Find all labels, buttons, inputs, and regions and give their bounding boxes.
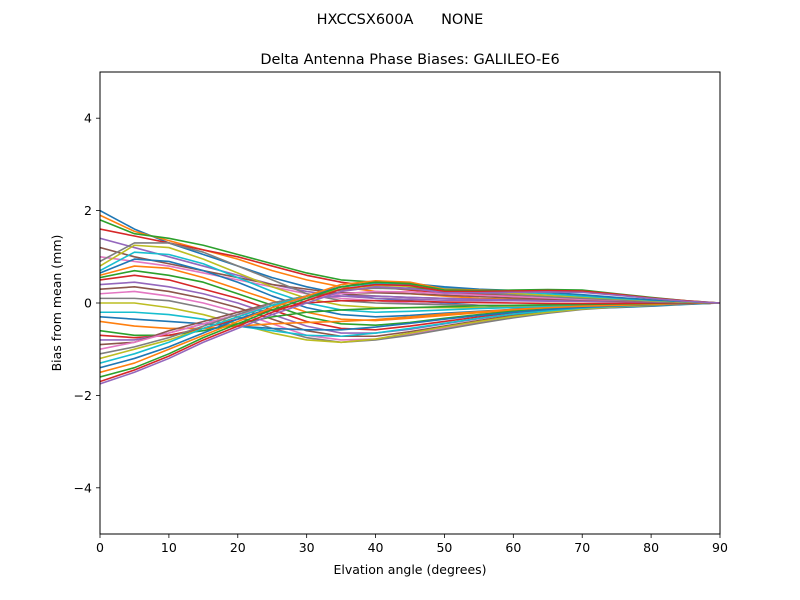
x-axis: 0 10 20 30 40 50 60 70 80 90: [96, 534, 728, 555]
series-line-28: [100, 287, 720, 355]
series-line-34: [100, 283, 720, 383]
x-tick-label: 80: [643, 540, 659, 555]
y-tick-label: −4: [74, 480, 92, 495]
x-tick-label: 60: [505, 540, 521, 555]
x-axis-label: Elvation angle (degrees): [333, 562, 486, 577]
x-tick-label: 20: [230, 540, 246, 555]
x-tick-label: 90: [712, 540, 728, 555]
y-axis: −4 −2 0 2 4: [74, 111, 100, 495]
series-line-30: [100, 282, 720, 364]
x-tick-label: 30: [299, 540, 315, 555]
y-tick-label: 0: [84, 296, 92, 311]
x-tick-label: 40: [368, 540, 384, 555]
x-tick-label: 50: [436, 540, 452, 555]
y-tick-label: −2: [74, 388, 92, 403]
y-tick-label: 4: [84, 111, 92, 126]
y-axis-label: Bias from mean (mm): [49, 235, 64, 372]
x-tick-label: 0: [96, 540, 104, 555]
x-tick-label: 70: [574, 540, 590, 555]
chart-title: Delta Antenna Phase Biases: GALILEO-E6: [260, 52, 559, 68]
series-line-35: [100, 286, 720, 385]
figure-suptitle: HXCCSX600A NONE: [317, 12, 484, 28]
y-tick-label: 2: [84, 203, 92, 218]
series-layer: [100, 209, 720, 385]
x-tick-label: 10: [161, 540, 177, 555]
